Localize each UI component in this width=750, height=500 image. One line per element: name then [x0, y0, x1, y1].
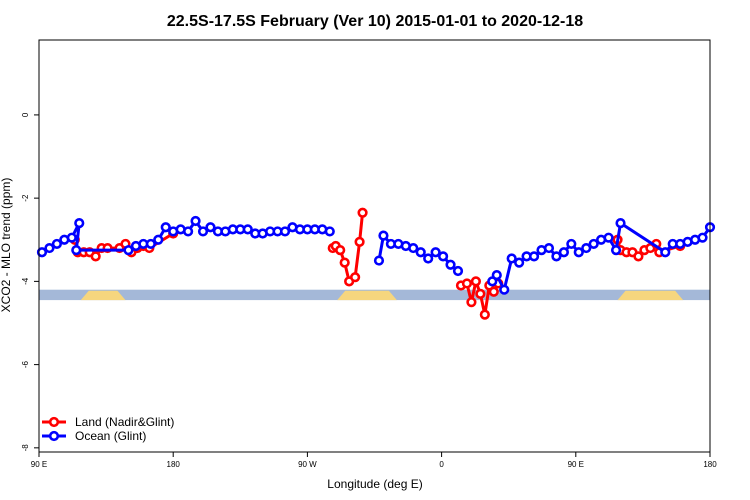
data-point	[71, 245, 82, 256]
land-band	[337, 290, 397, 301]
y-tick-label: -8	[21, 444, 30, 452]
data-point	[461, 278, 473, 289]
data-point	[697, 232, 708, 243]
data-point	[543, 242, 555, 254]
data-point	[566, 238, 577, 250]
data-point	[44, 242, 55, 254]
data-point	[74, 218, 85, 229]
data-point	[491, 270, 502, 281]
data-point	[378, 230, 389, 241]
x-tick-label: 0	[439, 460, 444, 469]
y-tick-label: -4	[21, 277, 30, 285]
y-tick-label: -6	[21, 361, 30, 369]
x-tick-label: 90 W	[298, 460, 317, 469]
legend-marker	[48, 416, 60, 428]
y-axis-label: XCO2 - MLO trend (ppm)	[0, 178, 13, 313]
data-point	[551, 251, 562, 262]
data-point	[350, 272, 361, 283]
data-point	[573, 247, 584, 258]
data-point	[430, 247, 441, 258]
data-point	[452, 265, 464, 277]
y-tick-label: 0	[21, 112, 30, 117]
data-point	[160, 222, 171, 233]
data-point	[197, 226, 209, 237]
data-point	[357, 207, 368, 218]
land-band	[80, 290, 126, 301]
plot-frame	[38, 39, 711, 453]
data-point	[445, 259, 456, 270]
data-point	[610, 245, 622, 256]
legend-marker	[48, 430, 60, 442]
data-point	[324, 226, 335, 237]
data-point	[279, 226, 291, 237]
data-point	[183, 226, 194, 237]
data-point	[488, 286, 499, 297]
data-point	[90, 251, 101, 262]
data-point	[470, 276, 481, 287]
x-axis: 90 E 180 90 W 0 90 E 180	[31, 452, 717, 469]
data-point	[506, 253, 517, 264]
legend-item: Ocean (Glint)	[42, 429, 146, 443]
data-point	[499, 284, 510, 295]
data-point	[466, 297, 477, 308]
data-point	[603, 232, 614, 243]
data-point	[558, 247, 569, 258]
y-tick-label: -2	[21, 194, 30, 202]
surface-type-band	[39, 289, 710, 301]
land-band	[617, 290, 684, 301]
data-point	[528, 251, 540, 262]
data-point	[51, 238, 62, 250]
x-tick-label: 180	[703, 460, 717, 469]
legend: Land (Nadir&Glint)Ocean (Glint)	[42, 415, 174, 443]
data-point	[633, 251, 644, 262]
data-point	[190, 215, 201, 227]
x-tick-label: 90 E	[31, 460, 47, 469]
data-point	[408, 242, 419, 254]
series-layer	[36, 207, 716, 320]
data-point	[123, 245, 134, 256]
series-ocean	[36, 215, 716, 295]
data-point	[437, 251, 449, 262]
data-point	[415, 247, 426, 258]
data-point	[242, 224, 253, 235]
data-point	[475, 288, 486, 299]
x-tick-label: 180	[167, 460, 181, 469]
data-point	[514, 257, 525, 268]
data-point	[335, 245, 346, 256]
data-point	[660, 247, 671, 258]
y-axis: 0 -2 -4 -6 -8	[21, 112, 39, 451]
data-point	[205, 222, 216, 233]
legend-label: Land (Nadir&Glint)	[75, 415, 174, 429]
data-point	[581, 242, 592, 254]
data-point	[145, 238, 156, 250]
data-point	[36, 247, 48, 258]
data-point	[479, 309, 490, 320]
data-point	[615, 218, 626, 229]
data-point	[66, 232, 77, 243]
data-point	[153, 234, 164, 245]
data-point	[373, 255, 385, 266]
data-point	[354, 236, 365, 247]
data-point	[339, 257, 350, 268]
x-tick-label: 90 E	[568, 460, 584, 469]
data-point	[423, 253, 434, 264]
chart-title: 22.5S-17.5S February (Ver 10) 2015-01-01…	[167, 13, 583, 30]
x-axis-label: Longitude (deg E)	[327, 477, 422, 491]
data-point	[588, 238, 599, 250]
legend-label: Ocean (Glint)	[75, 429, 146, 443]
legend-item: Land (Nadir&Glint)	[42, 415, 174, 429]
